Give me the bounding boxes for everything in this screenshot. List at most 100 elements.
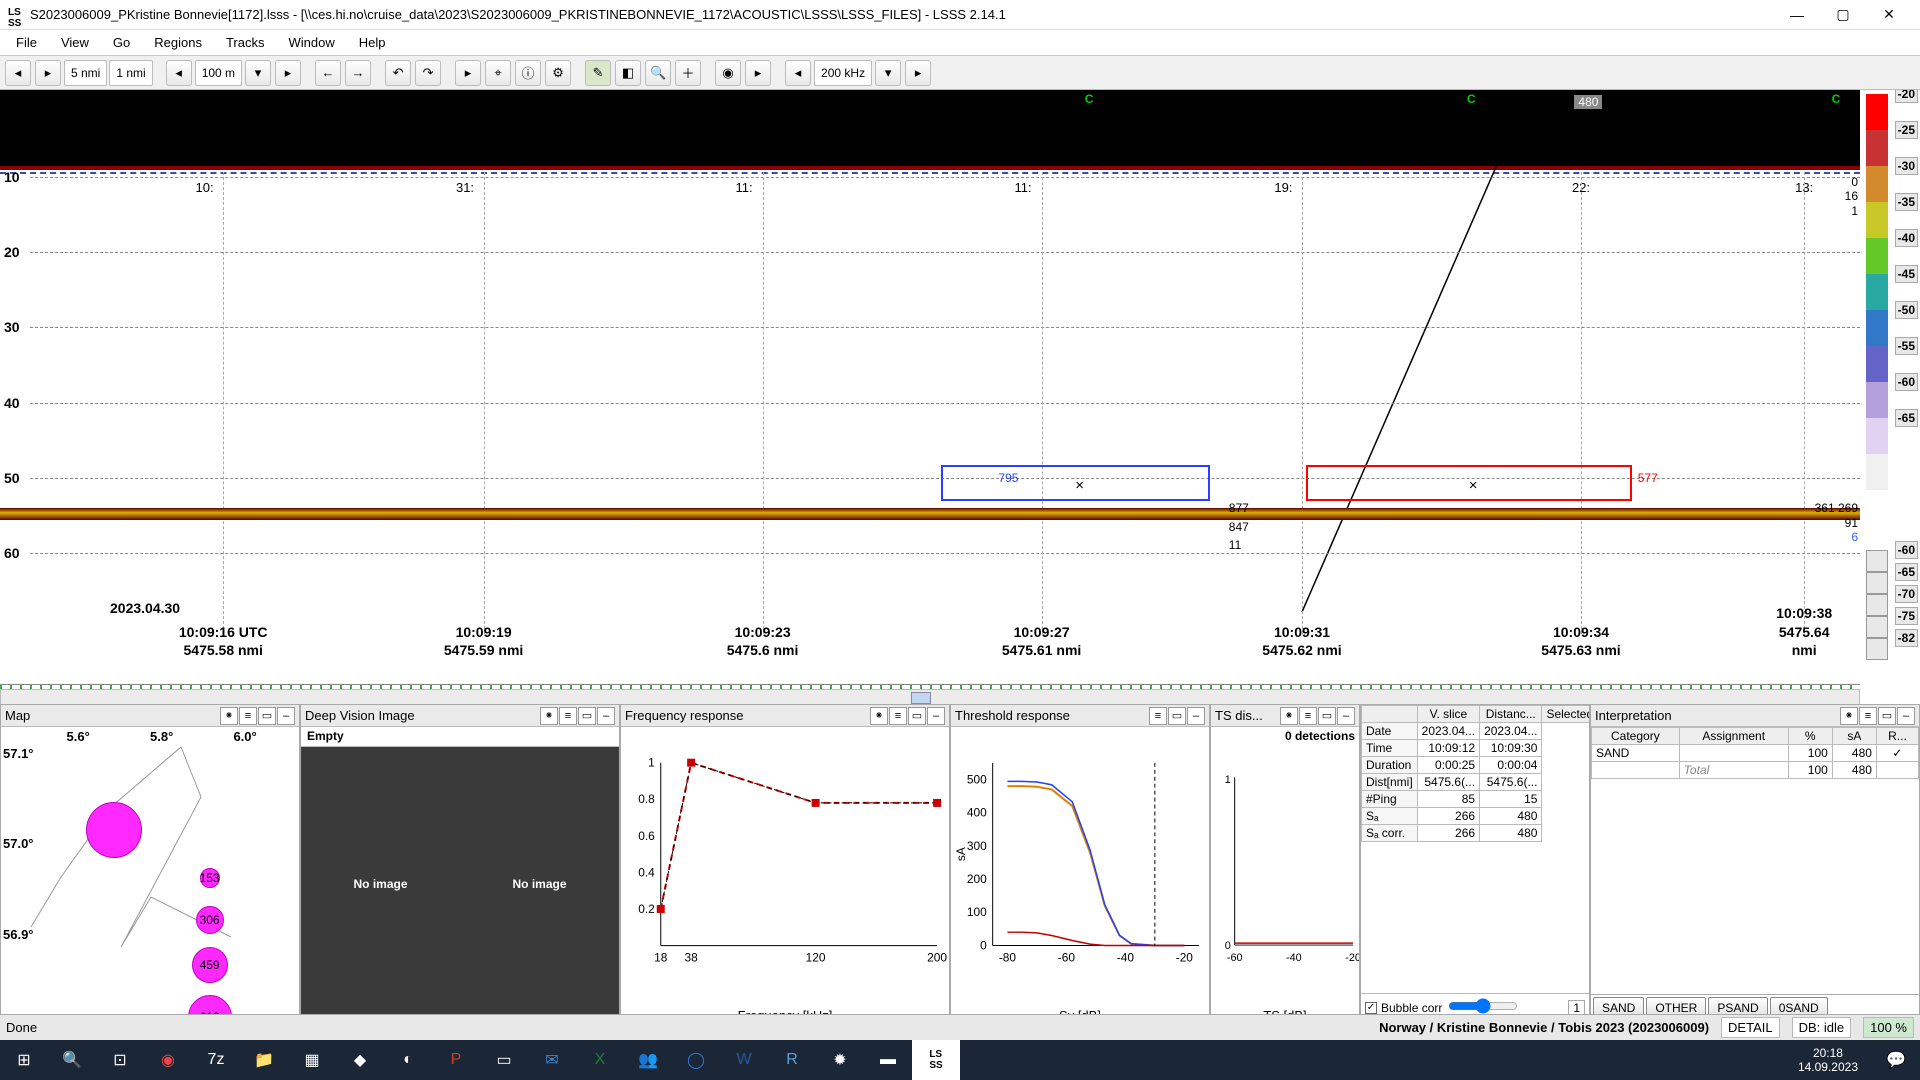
menu-regions[interactable]: Regions bbox=[144, 32, 212, 53]
svg-text:0.2: 0.2 bbox=[638, 902, 655, 916]
svg-text:-40: -40 bbox=[1117, 950, 1135, 964]
svg-text:400: 400 bbox=[967, 806, 987, 820]
echo-right-mid: 361 269 91 6 bbox=[1815, 501, 1858, 544]
svg-text:200: 200 bbox=[927, 950, 947, 964]
taskbar-clock[interactable]: 20:1814.09.2023 bbox=[1784, 1046, 1872, 1075]
play-icon[interactable]: ▸ bbox=[455, 60, 481, 86]
svg-text:120: 120 bbox=[806, 950, 826, 964]
echogram[interactable]: C C C 480 10203040506010:31:11:11:19:22:… bbox=[0, 90, 1920, 704]
windows-taskbar[interactable]: ⊞ 🔍 ⊡ ◉ 7z 📁 ▦ ◆ ◐ P ▭ ✉ X 👥 ◯ W R ✹ ▬ L… bbox=[0, 1040, 1920, 1080]
app5-icon[interactable]: ✹ bbox=[816, 1040, 864, 1080]
dv-status: Empty bbox=[301, 727, 619, 747]
app1-icon[interactable]: ▦ bbox=[288, 1040, 336, 1080]
echo-scrollbar[interactable] bbox=[0, 689, 1860, 704]
svg-text:100: 100 bbox=[967, 905, 987, 919]
powerpoint-icon[interactable]: P bbox=[432, 1040, 480, 1080]
nav-left-icon[interactable]: ← bbox=[315, 60, 341, 86]
notif-icon[interactable]: 💬 bbox=[1872, 1040, 1920, 1080]
svg-text:-60: -60 bbox=[1058, 950, 1076, 964]
nav-right-icon[interactable]: → bbox=[345, 60, 371, 86]
app4-icon[interactable]: ▭ bbox=[480, 1040, 528, 1080]
interp-table[interactable]: CategoryAssignment%sAR...SAND100480✓Tota… bbox=[1591, 727, 1919, 779]
maximize-button[interactable]: ▢ bbox=[1820, 0, 1866, 30]
mark-b-icon[interactable]: ▸ bbox=[745, 60, 771, 86]
minimize-button[interactable]: — bbox=[1774, 0, 1820, 30]
svg-text:38: 38 bbox=[684, 950, 698, 964]
eraser-icon[interactable]: ◧ bbox=[615, 60, 641, 86]
start-icon[interactable]: ⊞ bbox=[0, 1040, 48, 1080]
svg-text:1: 1 bbox=[648, 756, 655, 770]
chrome-icon[interactable]: ◉ bbox=[144, 1040, 192, 1080]
map-canvas[interactable]: 57.1°57.0°56.9°56.8°5.6°5.8°6.0°15330645… bbox=[1, 727, 299, 1049]
svg-text:-20: -20 bbox=[1345, 952, 1359, 964]
svg-text:1: 1 bbox=[1225, 774, 1231, 786]
terminal-icon[interactable]: ▬ bbox=[864, 1040, 912, 1080]
step-back-icon[interactable]: ◂ bbox=[5, 60, 31, 86]
svg-text:-20: -20 bbox=[1176, 950, 1194, 964]
r-icon[interactable]: R bbox=[768, 1040, 816, 1080]
undo-icon[interactable]: ↶ bbox=[385, 60, 411, 86]
svg-text:-80: -80 bbox=[999, 950, 1017, 964]
taskview-icon[interactable]: ⊡ bbox=[96, 1040, 144, 1080]
target-icon[interactable]: ⌖ bbox=[485, 60, 511, 86]
svg-text:0.4: 0.4 bbox=[638, 865, 655, 879]
depth-inc-icon[interactable]: ▸ bbox=[275, 60, 301, 86]
bubble-slider[interactable] bbox=[1448, 998, 1518, 1014]
teams-icon[interactable]: 👥 bbox=[624, 1040, 672, 1080]
svg-text:-40: -40 bbox=[1286, 952, 1302, 964]
interp-title: Interpretation bbox=[1595, 708, 1839, 723]
bubble-check[interactable]: ✓ bbox=[1365, 1002, 1377, 1014]
status-detail[interactable]: DETAIL bbox=[1721, 1017, 1780, 1038]
svg-text:0.6: 0.6 bbox=[638, 829, 655, 843]
freq-inc-icon[interactable]: ▸ bbox=[905, 60, 931, 86]
pencil-icon[interactable]: ✎ bbox=[585, 60, 611, 86]
fr-chart: 0.20.40.60.811838120200 Frequency [kHz] bbox=[621, 727, 949, 1025]
close-button[interactable]: ✕ bbox=[1866, 0, 1912, 30]
app3-icon[interactable]: ◐ bbox=[384, 1040, 432, 1080]
menu-file[interactable]: File bbox=[6, 32, 47, 53]
zoom-icon[interactable]: 🔍 bbox=[645, 60, 671, 86]
mark-a-icon[interactable]: ◉ bbox=[715, 60, 741, 86]
lsss-icon[interactable]: LSSS bbox=[912, 1040, 960, 1080]
excel-icon[interactable]: X bbox=[576, 1040, 624, 1080]
th-chart: 0100200300400500-80-60-40-20sA Sv [dB] bbox=[951, 727, 1209, 1025]
status-left: Done bbox=[6, 1020, 37, 1035]
edge-icon[interactable]: ◯ bbox=[672, 1040, 720, 1080]
depth-dec-icon[interactable]: ◂ bbox=[166, 60, 192, 86]
plus-icon[interactable]: ＋ bbox=[675, 60, 701, 86]
redo-icon[interactable]: ↷ bbox=[415, 60, 441, 86]
dv-title: Deep Vision Image bbox=[305, 708, 539, 723]
menu-view[interactable]: View bbox=[51, 32, 99, 53]
gear-icon[interactable]: ⚙ bbox=[545, 60, 571, 86]
range-1nmi[interactable]: 1 nmi bbox=[109, 60, 152, 86]
step-fwd-icon[interactable]: ▸ bbox=[35, 60, 61, 86]
echo-date: 2023.04.30 bbox=[110, 600, 180, 616]
info-icon[interactable]: ⓘ bbox=[515, 60, 541, 86]
depth-dd-icon[interactable]: ▾ bbox=[245, 60, 271, 86]
menu-window[interactable]: Window bbox=[278, 32, 344, 53]
freq-dd-icon[interactable]: ▾ bbox=[875, 60, 901, 86]
status-pct: 100 % bbox=[1863, 1017, 1914, 1038]
menu-tracks[interactable]: Tracks bbox=[216, 32, 275, 53]
echo-right-top: 0161 bbox=[1845, 175, 1858, 218]
svg-text:500: 500 bbox=[967, 772, 987, 786]
panel-map: Map ⁕≡▭– 57.1°57.0°56.9°56.8°5.6°5.8°6.0… bbox=[0, 704, 300, 1050]
svg-text:-60: -60 bbox=[1227, 952, 1243, 964]
7z-icon[interactable]: 7z bbox=[192, 1040, 240, 1080]
svg-text:sA: sA bbox=[954, 847, 968, 861]
menu-go[interactable]: Go bbox=[103, 32, 140, 53]
outlook-icon[interactable]: ✉ bbox=[528, 1040, 576, 1080]
app2-icon[interactable]: ◆ bbox=[336, 1040, 384, 1080]
panel-icon[interactable]: ⁕ bbox=[220, 707, 238, 725]
titlebar: LS SS S2023006009_PKristine Bonnevie[117… bbox=[0, 0, 1920, 30]
map-title: Map bbox=[5, 708, 219, 723]
colorbar[interactable]: -20-25-30-35-40-45-50-55-60-65-60-65-70-… bbox=[1860, 90, 1920, 704]
word-icon[interactable]: W bbox=[720, 1040, 768, 1080]
menu-help[interactable]: Help bbox=[349, 32, 396, 53]
freq-dec-icon[interactable]: ◂ bbox=[785, 60, 811, 86]
range-5nmi[interactable]: 5 nmi bbox=[64, 60, 107, 86]
search-icon[interactable]: 🔍 bbox=[48, 1040, 96, 1080]
explorer-icon[interactable]: 📁 bbox=[240, 1040, 288, 1080]
depth-field[interactable]: 100 m bbox=[195, 60, 242, 86]
freq-field[interactable]: 200 kHz bbox=[814, 60, 872, 86]
